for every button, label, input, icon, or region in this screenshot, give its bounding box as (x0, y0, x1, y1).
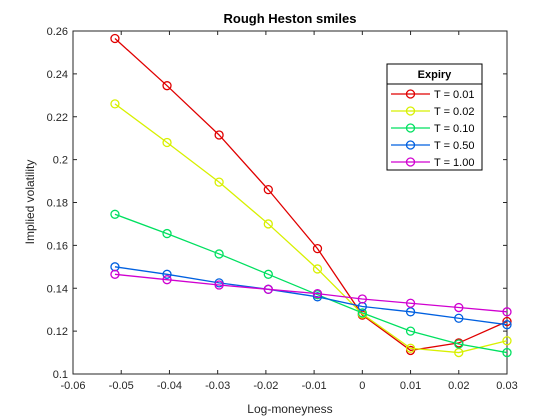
data-point (405, 343, 416, 353)
data-point (110, 209, 120, 219)
y-tick-label: 0.16 (47, 240, 68, 252)
legend-swatch-marker (405, 140, 416, 150)
legend-swatch-marker (405, 123, 416, 133)
data-point (454, 313, 464, 323)
data-point (405, 298, 416, 308)
data-point (357, 294, 367, 304)
legend-label: T = 1.00 (434, 157, 474, 169)
data-point (502, 320, 512, 330)
legend-swatch-marker (405, 106, 416, 116)
data-point (162, 137, 172, 148)
data-point (502, 347, 512, 358)
legend-title: Expiry (418, 69, 453, 81)
legend-label: T = 0.10 (434, 123, 474, 135)
y-tick-label: 0.12 (47, 326, 68, 338)
data-point (263, 184, 273, 195)
data-point (162, 81, 172, 91)
data-point (405, 326, 416, 336)
x-tick-label: -0.01 (302, 380, 327, 392)
series-layer (110, 33, 512, 358)
data-point (502, 316, 512, 327)
data-point (263, 219, 273, 229)
series-line (114, 38, 508, 352)
data-point (454, 302, 464, 313)
series-line (114, 213, 508, 354)
x-tick-label: 0.02 (448, 380, 469, 392)
data-point (312, 292, 323, 302)
y-axis-label: Implied volatility (23, 160, 37, 245)
data-point (162, 269, 172, 279)
x-tick-label: -0.04 (157, 380, 182, 392)
y-tick-label: 0.18 (47, 198, 68, 210)
data-point (312, 243, 323, 254)
x-tick-label: -0.02 (253, 380, 278, 392)
x-tick-label: 0.03 (496, 380, 517, 392)
data-point (312, 264, 323, 274)
data-point (162, 228, 172, 239)
data-point (263, 284, 273, 294)
series-line (114, 266, 508, 326)
data-point (312, 288, 323, 299)
x-tick-label: -0.06 (60, 380, 85, 392)
data-point (502, 307, 512, 317)
y-tick-label: 0.1 (53, 369, 68, 381)
x-axis-label: Log-moneyness (247, 402, 332, 416)
series-line (114, 103, 508, 354)
data-point (214, 130, 224, 140)
x-tick-label: -0.05 (109, 380, 134, 392)
legend-label: T = 0.01 (434, 89, 474, 101)
data-point (214, 177, 224, 187)
legend-entries: T = 0.01 T = 0.02 T = 0.10 T = 0.50 T = 1.00 (391, 89, 474, 169)
y-tick-label: 0.2 (53, 155, 68, 167)
data-point (110, 33, 120, 44)
series-line (114, 273, 508, 313)
data-point (263, 269, 273, 279)
legend-label: T = 0.02 (434, 106, 474, 118)
ticks: -0.06 -0.05 -0.04 -0.03 -0.02 -0.01 0 0.01 0.02 0… (47, 26, 518, 392)
legend: Expiry T = 0.01T = 0.02T = 0.10T = 0.50T… (386, 63, 483, 171)
legend-box (386, 63, 483, 171)
legend-swatch-marker (405, 89, 416, 99)
y-tick-label: 0.14 (47, 283, 68, 295)
x-tick-label: 0 (359, 380, 365, 392)
y-tick-label: 0.24 (47, 69, 68, 81)
chart-title: Rough Heston smiles (224, 11, 357, 26)
data-point (357, 308, 367, 318)
data-point (502, 336, 512, 346)
y-tick-label: 0.26 (47, 26, 68, 38)
x-tick-label: -0.03 (205, 380, 230, 392)
data-point (162, 275, 172, 285)
legend-label: T = 0.50 (434, 140, 474, 152)
series-t-0-10 (110, 209, 512, 358)
data-point (110, 99, 120, 109)
y-tick-label: 0.22 (47, 112, 68, 124)
data-point (454, 339, 464, 349)
series-t-1-00 (110, 269, 512, 317)
data-point (214, 280, 224, 290)
data-point (214, 249, 224, 259)
x-tick-label: 0.01 (400, 380, 421, 392)
legend-swatch-marker (405, 157, 416, 167)
data-point (110, 269, 120, 279)
